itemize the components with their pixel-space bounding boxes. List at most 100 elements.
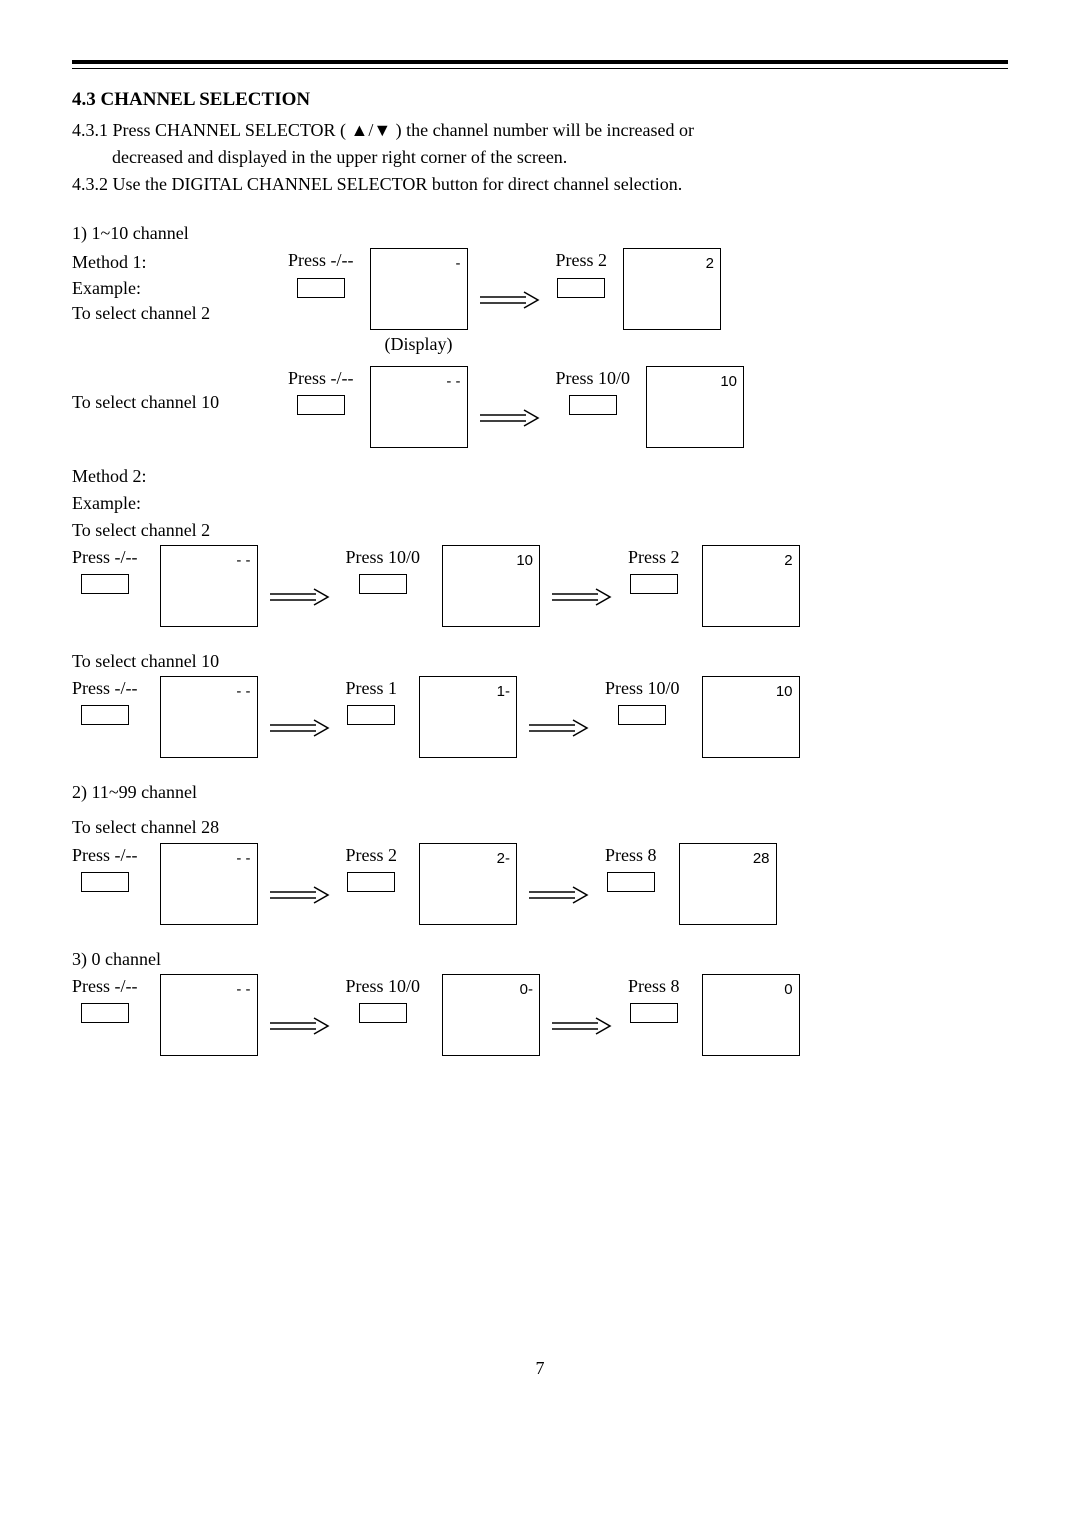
display-box: 2- bbox=[419, 843, 517, 925]
arrow-icon bbox=[266, 974, 332, 1056]
press-label: Press 8 bbox=[605, 843, 657, 868]
step-press-dash: Press -/-- bbox=[72, 843, 138, 892]
section-title: 4.3 CHANNEL SELECTION bbox=[72, 87, 1008, 114]
step-press-dash: Press -/-- bbox=[288, 366, 354, 415]
step-press-2: Press 2 bbox=[556, 248, 608, 297]
header-rule bbox=[72, 60, 1008, 69]
remote-button bbox=[81, 1003, 129, 1023]
display-text: 0 bbox=[784, 979, 792, 1000]
example-label: Example: bbox=[72, 276, 282, 301]
press-label: Press 8 bbox=[628, 974, 680, 999]
step-press-dash: Press -/-- bbox=[72, 545, 138, 594]
remote-button bbox=[557, 278, 605, 298]
method2-row-ch10: Press -/-- - - Press 1 1- Press 10/0 10 bbox=[72, 676, 1008, 758]
remote-button bbox=[359, 1003, 407, 1023]
display-box: 10 bbox=[646, 366, 744, 448]
arrow-icon bbox=[548, 545, 614, 627]
display-text: - - bbox=[236, 848, 250, 869]
sec2-row-ch28: Press -/-- - - Press 2 2- Press 8 28 bbox=[72, 843, 1008, 925]
display-text: - bbox=[456, 253, 461, 274]
press-label: Press -/-- bbox=[288, 366, 354, 391]
sec-1-label: 1) 1~10 channel bbox=[72, 221, 1008, 246]
step-press-10-0: Press 10/0 bbox=[556, 366, 631, 415]
display-box: - bbox=[370, 248, 468, 330]
display-text: - - bbox=[446, 371, 460, 392]
step-press-10-0: Press 10/0 bbox=[346, 545, 421, 594]
select-ch28-label: To select channel 28 bbox=[72, 815, 1008, 840]
method2-row-ch2: Press -/-- - - Press 10/0 10 Press 2 2 bbox=[72, 545, 1008, 627]
display-box: 28 bbox=[679, 843, 777, 925]
press-label: Press 2 bbox=[628, 545, 680, 570]
display-box: - - bbox=[370, 366, 468, 448]
arrow-icon bbox=[266, 843, 332, 925]
arrow-icon bbox=[525, 843, 591, 925]
sec-3-label: 3) 0 channel bbox=[72, 947, 1008, 972]
remote-button bbox=[569, 395, 617, 415]
display-box: 1- bbox=[419, 676, 517, 758]
row-left-labels: Method 1: Example: To select channel 2 bbox=[72, 248, 282, 326]
display-text: 2 bbox=[706, 253, 714, 274]
display-text: 10 bbox=[776, 681, 793, 702]
display-box: 2 bbox=[623, 248, 721, 330]
display-box: - - bbox=[160, 843, 258, 925]
remote-button bbox=[359, 574, 407, 594]
method1-label: Method 1: bbox=[72, 250, 282, 275]
page-number: 7 bbox=[72, 1356, 1008, 1381]
press-label: Press 2 bbox=[556, 248, 608, 273]
step-press-2: Press 2 bbox=[628, 545, 680, 594]
display-box: - - bbox=[160, 545, 258, 627]
para-432: 4.3.2 Use the DIGITAL CHANNEL SELECTOR b… bbox=[72, 172, 1008, 197]
remote-button bbox=[81, 705, 129, 725]
row-left-labels: To select channel 10 bbox=[72, 366, 282, 415]
step-press-10-0: Press 10/0 bbox=[346, 974, 421, 1023]
press-label: Press -/-- bbox=[72, 676, 138, 701]
step-press-dash: Press -/-- bbox=[288, 248, 354, 297]
press-label: Press -/-- bbox=[72, 545, 138, 570]
display-text: 10 bbox=[516, 550, 533, 571]
step-press-10-0: Press 10/0 bbox=[605, 676, 680, 725]
remote-button bbox=[347, 872, 395, 892]
remote-button bbox=[297, 278, 345, 298]
press-label: Press 10/0 bbox=[346, 974, 421, 999]
method1-row-ch10: To select channel 10 Press -/-- - - Pres… bbox=[72, 366, 1008, 448]
display-text: 2 bbox=[784, 550, 792, 571]
remote-button bbox=[81, 872, 129, 892]
press-label: Press -/-- bbox=[72, 974, 138, 999]
remote-button bbox=[347, 705, 395, 725]
arrow-icon bbox=[476, 248, 542, 330]
step-press-1: Press 1 bbox=[346, 676, 398, 725]
display-box: 10 bbox=[442, 545, 540, 627]
select-ch10-label: To select channel 10 bbox=[72, 649, 1008, 674]
display-box: 0- bbox=[442, 974, 540, 1056]
select-ch2-label: To select channel 2 bbox=[72, 301, 282, 326]
display-box: 2 bbox=[702, 545, 800, 627]
press-label: Press -/-- bbox=[72, 843, 138, 868]
arrow-icon bbox=[525, 676, 591, 758]
display-wrap: - (Display) bbox=[370, 248, 468, 357]
select-ch10-label: To select channel 10 bbox=[72, 390, 282, 415]
method2-label: Method 2: bbox=[72, 464, 1008, 489]
display-caption: (Display) bbox=[370, 332, 468, 357]
display-text: - - bbox=[236, 550, 250, 571]
display-box: - - bbox=[160, 974, 258, 1056]
display-text: 10 bbox=[720, 371, 737, 392]
remote-button bbox=[630, 1003, 678, 1023]
sec3-row-ch0: Press -/-- - - Press 10/0 0- Press 8 0 bbox=[72, 974, 1008, 1056]
display-text: 1- bbox=[497, 681, 510, 702]
display-box: - - bbox=[160, 676, 258, 758]
press-label: Press 10/0 bbox=[605, 676, 680, 701]
display-box: 10 bbox=[702, 676, 800, 758]
step-press-dash: Press -/-- bbox=[72, 974, 138, 1023]
display-text: 2- bbox=[497, 848, 510, 869]
para-431b: decreased and displayed in the upper rig… bbox=[72, 145, 1008, 170]
remote-button bbox=[630, 574, 678, 594]
step-press-8: Press 8 bbox=[628, 974, 680, 1023]
step-press-2: Press 2 bbox=[346, 843, 398, 892]
arrow-icon bbox=[476, 366, 542, 448]
press-label: Press 1 bbox=[346, 676, 398, 701]
remote-button bbox=[297, 395, 345, 415]
select-ch2-label: To select channel 2 bbox=[72, 518, 1008, 543]
example-label: Example: bbox=[72, 491, 1008, 516]
arrow-icon bbox=[548, 974, 614, 1056]
press-label: Press 2 bbox=[346, 843, 398, 868]
